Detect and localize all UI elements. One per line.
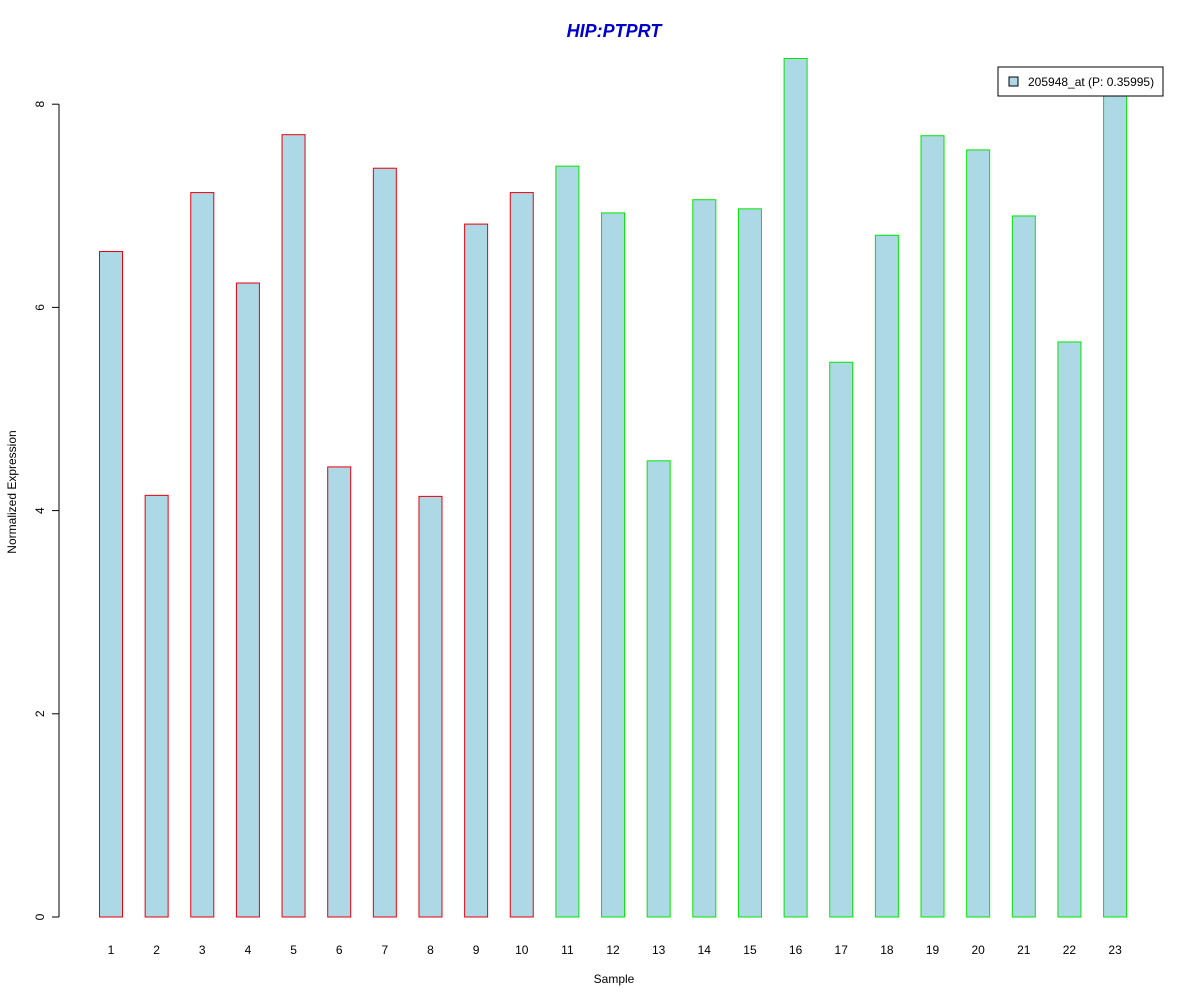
legend-label: 205948_at (P: 0.35995) [1028, 75, 1154, 89]
x-tick-label: 9 [473, 943, 480, 957]
bar-sample-23 [1103, 91, 1128, 918]
bar-sample-12 [601, 212, 626, 918]
x-tick-label: 22 [1063, 943, 1077, 957]
legend-box [997, 66, 1164, 97]
bar-sample-4 [235, 282, 260, 918]
bar-sample-11 [555, 165, 580, 918]
bar-sample-9 [464, 223, 489, 918]
y-axis: 0 2 4 6 8 [33, 101, 60, 920]
x-tick-label: 12 [606, 943, 620, 957]
y-tick-label: 8 [33, 101, 47, 108]
x-tick-label: 11 [561, 943, 574, 957]
bar-sample-14 [692, 199, 717, 918]
bars [99, 57, 1128, 918]
bar-sample-15 [737, 208, 762, 918]
x-tick-label: 19 [926, 943, 940, 957]
x-tick-label: 8 [427, 943, 434, 957]
bar-sample-6 [327, 466, 352, 918]
y-tick-label: 0 [33, 913, 47, 920]
bar-sample-21 [1011, 215, 1036, 918]
x-axis-title: Sample [594, 972, 635, 986]
x-tick-label: 15 [743, 943, 757, 957]
x-tick-label: 14 [698, 943, 712, 957]
bar-sample-7 [372, 167, 397, 918]
x-tick-label: 17 [835, 943, 849, 957]
bar-sample-13 [646, 460, 671, 918]
y-tick-label: 2 [33, 710, 47, 717]
y-tick-label: 4 [33, 507, 47, 514]
bar-sample-8 [418, 495, 443, 918]
bar-sample-5 [281, 134, 306, 918]
x-tick-label: 18 [880, 943, 894, 957]
x-tick-label: 5 [290, 943, 297, 957]
x-tick-label: 2 [153, 943, 160, 957]
x-tick-label: 21 [1017, 943, 1031, 957]
bar-sample-2 [144, 494, 169, 918]
bar-sample-16 [783, 57, 808, 918]
x-tick-label: 3 [199, 943, 206, 957]
y-axis-title: Normalized Expression [5, 430, 19, 553]
x-tick-label: 23 [1108, 943, 1122, 957]
bar-sample-10 [509, 192, 534, 918]
x-tick-label: 1 [108, 943, 115, 957]
x-tick-label: 6 [336, 943, 343, 957]
x-tick-labels: 1 2 3 4 5 6 7 8 9 10 11 12 13 14 15 16 17 18 19 20 21 22 23 [108, 943, 1122, 957]
bar-sample-22 [1057, 341, 1082, 918]
bar-sample-19 [920, 135, 945, 918]
x-tick-label: 7 [381, 943, 388, 957]
y-tick-label: 6 [33, 304, 47, 311]
bar-sample-20 [966, 149, 991, 918]
x-tick-label: 20 [971, 943, 985, 957]
bar-sample-18 [874, 234, 899, 918]
legend: 205948_at (P: 0.35995) [997, 66, 1164, 97]
x-tick-label: 4 [245, 943, 252, 957]
chart-title: HIP:PTPRT [567, 21, 664, 41]
bar-sample-17 [829, 361, 854, 918]
bar-sample-3 [190, 192, 215, 918]
x-tick-label: 10 [515, 943, 529, 957]
bar-sample-1 [99, 251, 123, 918]
x-tick-label: 16 [789, 943, 803, 957]
x-tick-label: 13 [652, 943, 666, 957]
legend-swatch [1008, 76, 1019, 87]
